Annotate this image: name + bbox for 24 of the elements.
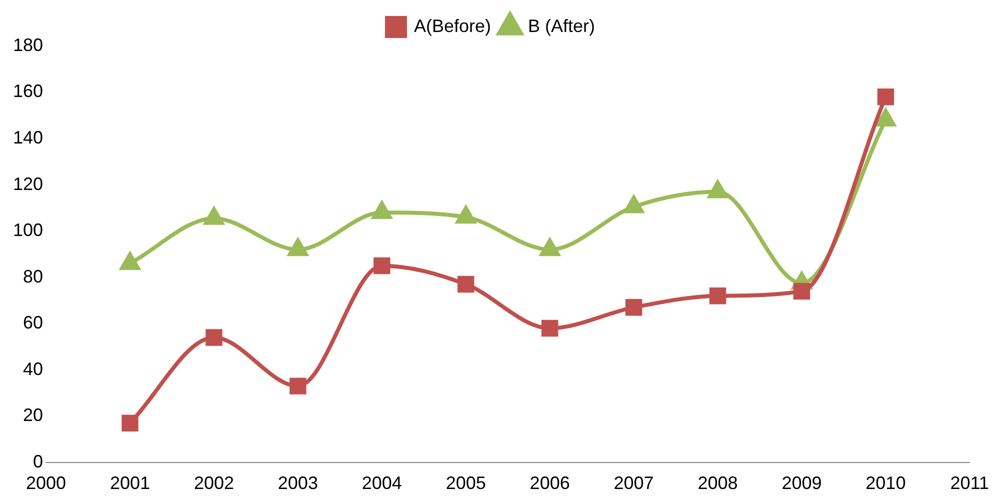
- x-tick-label: 2009: [782, 473, 822, 494]
- x-tick-label: 2005: [446, 473, 486, 494]
- y-tick-label: 140: [12, 128, 44, 148]
- y-tick-label: 160: [12, 81, 44, 102]
- x-tick-label: 2001: [110, 473, 150, 494]
- x-tick-label: 2000: [26, 473, 66, 494]
- x-tick-label: 2010: [866, 473, 906, 494]
- x-tick-label: 2004: [362, 473, 402, 494]
- x-tick-label: 2011: [950, 473, 990, 494]
- x-tick-label: 2002: [194, 473, 234, 494]
- legend-label: A(Before): [414, 16, 492, 36]
- y-tick-label: 40: [23, 358, 44, 379]
- y-tick-label: 180: [12, 34, 44, 55]
- x-tick-label: 2007: [614, 473, 654, 494]
- x-tick-label: 2006: [530, 473, 570, 494]
- y-tick-label: 80: [23, 266, 44, 286]
- y-tick-label: 120: [12, 174, 44, 194]
- x-tick-label: 2003: [278, 473, 318, 494]
- y-tick-label: 0: [33, 451, 44, 472]
- legend-label: B (After): [528, 16, 596, 36]
- y-tick-label: 20: [23, 405, 44, 426]
- y-tick-label: 60: [23, 312, 44, 333]
- x-tick-label: 2008: [698, 473, 738, 494]
- y-tick-label: 100: [12, 220, 44, 240]
